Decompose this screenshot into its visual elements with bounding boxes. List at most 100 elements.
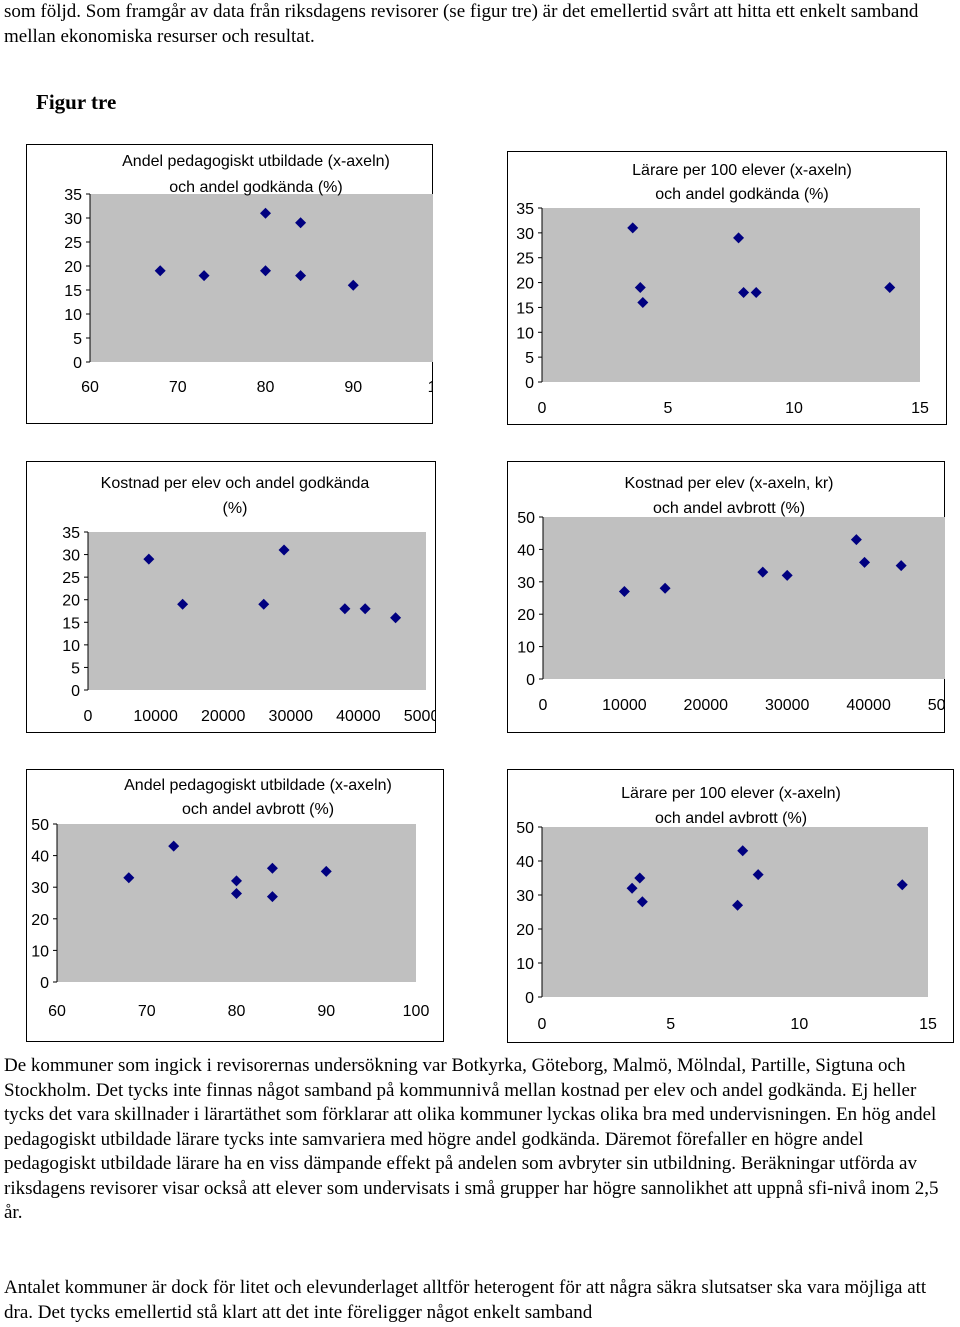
- data-point: [618, 586, 630, 598]
- chart-kostnad-godkanda: 0 5 10 15 20 25 30 35 0 10000 20000 30000 40000 50000…: [26, 461, 436, 733]
- chart-title: och andel godkända (%): [169, 179, 342, 196]
- y-tick-label: 30: [64, 211, 82, 228]
- chart-title: Andel pedagogiskt utbildade (x-axeln): [124, 777, 392, 794]
- x-tick-label: 0: [538, 1016, 547, 1033]
- y-tick-label: 35: [64, 187, 82, 204]
- x-tick-label: 80: [257, 379, 275, 396]
- data-point: [347, 279, 359, 291]
- data-point: [896, 879, 908, 891]
- x-tick-label: 10: [790, 1016, 808, 1033]
- x-tick-label: 100: [428, 379, 433, 396]
- x-tick-label: 90: [317, 1003, 335, 1020]
- x-tick-label: 90: [344, 379, 362, 396]
- data-point: [295, 270, 307, 282]
- data-point: [733, 232, 745, 244]
- y-tick-label: 0: [525, 990, 534, 1007]
- data-point: [390, 612, 402, 624]
- y-tick-label: 0: [526, 672, 535, 689]
- y-tick-label: 0: [40, 975, 49, 992]
- x-tick-label: 60: [81, 379, 99, 396]
- intro-paragraph: som följd. Som framgår av data från riks…: [4, 1, 919, 47]
- y-tick-label: 0: [525, 375, 534, 392]
- data-point: [895, 560, 907, 572]
- data-point: [781, 569, 793, 581]
- data-point: [260, 207, 271, 219]
- figure-title: Figur tre: [36, 90, 117, 114]
- plot-area: [57, 824, 416, 982]
- y-tick-label: 50: [31, 817, 49, 834]
- chart-title: och andel avbrott (%): [655, 810, 807, 827]
- x-tick-label: 60: [48, 1003, 66, 1020]
- y-tick-label: 15: [64, 283, 82, 300]
- data-point: [850, 534, 862, 546]
- y-tick-label: 15: [62, 615, 80, 632]
- plot-area: [543, 517, 945, 679]
- y-tick-label: 35: [516, 201, 534, 218]
- x-tick-label: 10000: [602, 697, 647, 714]
- y-tick-label: 35: [62, 525, 80, 542]
- y-tick-label: 10: [64, 307, 82, 324]
- y-tick-label: 30: [31, 880, 49, 897]
- data-point: [266, 862, 278, 874]
- y-tick-label: 50: [517, 510, 535, 527]
- data-point: [143, 553, 155, 565]
- chart-title: och andel avbrott (%): [653, 500, 805, 517]
- chart-larare-godkanda: 0 5 10 15 20 25 30 35 0 5 10 15 Lärare per 100 eleve…: [507, 151, 947, 425]
- x-tick-label: 80: [228, 1003, 246, 1020]
- x-tick-label: 50000: [928, 697, 945, 714]
- chart-andel-pedagogiskt-avbrott: 0 10 20 30 40 50 60 70 80 90 100 Andel pedagogiskt …: [26, 769, 444, 1042]
- data-point: [732, 899, 744, 911]
- y-tick-label: 0: [71, 683, 80, 700]
- y-tick-label: 40: [31, 849, 49, 866]
- chart-kostnad-avbrott: 0 10 20 30 40 50 0 10000 20000 30000 40000 50000 Kos…: [507, 461, 945, 733]
- x-tick-label: 5: [664, 400, 673, 417]
- data-point: [231, 888, 242, 900]
- x-tick-label: 5: [666, 1016, 675, 1033]
- x-tick-label: 30000: [765, 697, 810, 714]
- y-tick-label: 20: [62, 593, 80, 610]
- x-tick-label: 20000: [201, 708, 246, 725]
- data-point: [750, 287, 762, 299]
- data-point: [884, 282, 896, 294]
- chart-title: Andel pedagogiskt utbildade (x-axeln): [122, 153, 390, 170]
- x-tick-label: 10: [785, 400, 803, 417]
- chart-larare-avbrott: 0 10 20 30 40 50 0 5 10 15 Lärare per 100 elever (…: [507, 769, 954, 1043]
- data-point: [258, 598, 270, 610]
- chart-title: Lärare per 100 elever (x-axeln): [621, 785, 841, 802]
- data-point: [278, 544, 290, 556]
- data-point: [295, 217, 307, 229]
- x-tick-label: 0: [84, 708, 93, 725]
- x-tick-label: 70: [169, 379, 187, 396]
- y-tick-label: 10: [31, 943, 49, 960]
- y-tick-label: 5: [525, 350, 534, 367]
- plot-area: [88, 532, 426, 690]
- y-tick-label: 30: [516, 226, 534, 243]
- y-tick-label: 20: [31, 912, 49, 929]
- x-tick-label: 15: [911, 400, 929, 417]
- y-tick-label: 10: [62, 638, 80, 655]
- data-point: [659, 582, 671, 594]
- y-tick-label: 10: [516, 325, 534, 342]
- data-point: [752, 869, 764, 881]
- y-tick-label: 15: [516, 300, 534, 317]
- body-paragraph: De kommuner som ingick i revisorernas un…: [4, 1055, 939, 1223]
- y-tick-label: 5: [71, 660, 80, 677]
- x-tick-label: 100: [403, 1003, 430, 1020]
- closing-paragraph: Antalet kommuner är dock för litet och e…: [4, 1277, 927, 1323]
- chart-title: Lärare per 100 elever (x-axeln): [632, 162, 852, 179]
- y-tick-label: 25: [516, 251, 534, 268]
- y-tick-label: 40: [516, 854, 534, 871]
- y-tick-label: 20: [64, 259, 82, 276]
- chart-title: (%): [223, 500, 248, 517]
- data-point: [266, 891, 278, 903]
- x-tick-label: 15: [919, 1016, 937, 1033]
- data-point: [626, 882, 638, 894]
- chart-andel-pedagogiskt-godkanda: 0 5 10 15 20 25 30 35 60 70 80 90 100 Andel pedagogis…: [26, 144, 433, 424]
- data-point: [637, 296, 649, 308]
- y-tick-label: 20: [516, 276, 534, 293]
- y-tick-label: 50: [516, 820, 534, 837]
- data-point: [231, 875, 242, 887]
- y-tick-label: 40: [517, 542, 535, 559]
- data-point: [738, 287, 750, 299]
- x-tick-label: 70: [138, 1003, 156, 1020]
